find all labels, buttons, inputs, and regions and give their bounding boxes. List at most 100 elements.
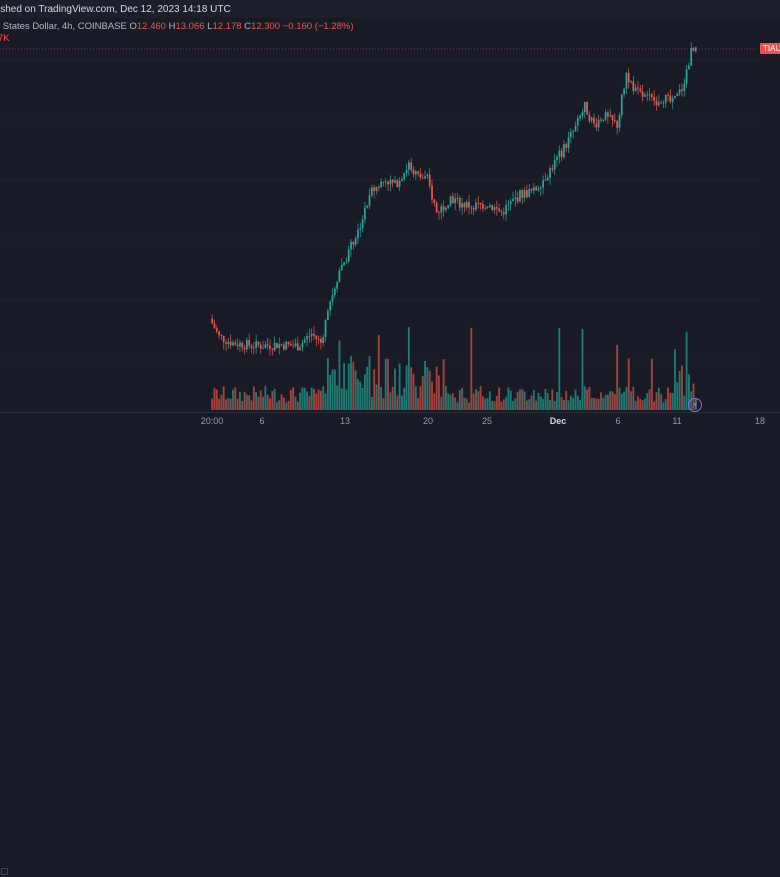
candle-body — [343, 262, 345, 266]
volume-bar — [331, 369, 334, 410]
volume-bar — [350, 355, 352, 410]
volume-bar — [407, 327, 410, 410]
volume-bar — [329, 374, 332, 410]
volume-bar — [681, 365, 683, 410]
candle-body — [442, 206, 445, 211]
volume-bar — [368, 355, 371, 410]
volume-bar — [444, 386, 447, 410]
candles — [211, 41, 697, 356]
candle-body — [567, 137, 570, 148]
candle-body — [662, 102, 665, 104]
volume-bar — [477, 391, 480, 410]
candle-body — [396, 180, 399, 188]
candle-body — [451, 196, 454, 204]
candle-body — [294, 343, 297, 347]
candle-body — [380, 181, 382, 188]
candle-body — [280, 344, 283, 345]
candle-body — [384, 181, 387, 183]
volume-bar — [632, 386, 635, 410]
volume-bar — [296, 401, 299, 410]
volume-bar — [475, 389, 477, 410]
volume-bar — [245, 394, 248, 410]
candle-body — [461, 203, 463, 208]
volume-bar — [338, 340, 341, 410]
candle-body — [648, 94, 651, 96]
candle-body — [428, 174, 431, 186]
candle-body — [593, 117, 595, 124]
volume-bar — [433, 393, 436, 410]
volume-bar — [347, 363, 350, 410]
volume-bar — [655, 392, 658, 410]
candle-body — [310, 333, 313, 337]
volume-bar — [482, 396, 484, 410]
symbol-legend: l States Dollar, 4h, COINBASE O12.460 H1… — [0, 21, 354, 32]
candle-body — [526, 190, 528, 198]
candle-body — [600, 119, 602, 121]
open-value: 12.460 — [136, 21, 166, 32]
volume-bar — [315, 393, 318, 410]
candle-body — [465, 201, 468, 208]
volume-bar — [590, 397, 593, 410]
candle-body — [391, 179, 394, 183]
volume-bar — [352, 361, 355, 410]
price-chart[interactable] — [0, 0, 780, 412]
candle-body — [292, 345, 295, 347]
candle-body — [620, 94, 623, 116]
candle-body — [220, 335, 223, 337]
volume-bars — [211, 327, 697, 410]
candle-body — [359, 228, 362, 230]
volume-bar — [565, 390, 568, 410]
candle-body — [352, 241, 355, 245]
candle-body — [667, 94, 669, 96]
lightning-icon[interactable]: ⚡ — [688, 398, 702, 412]
candle-body — [671, 98, 674, 102]
candle-body — [347, 249, 350, 262]
candle-body — [632, 81, 635, 92]
change-value: −0.160 (−1.28%) — [282, 21, 354, 32]
volume-bar — [405, 365, 408, 410]
candle-body — [463, 203, 466, 208]
candle-body — [213, 323, 216, 329]
candle-body — [317, 338, 320, 340]
candle-body — [468, 201, 470, 208]
volume-bar — [236, 398, 239, 410]
volume-bar — [398, 363, 401, 410]
candle-body — [458, 197, 461, 208]
candle-body — [537, 188, 540, 190]
volume-bar — [299, 392, 302, 410]
volume-bar — [606, 394, 609, 410]
volume-bar — [553, 401, 556, 410]
volume-bar — [391, 386, 394, 410]
volume-bar — [424, 360, 426, 410]
volume-bar — [271, 391, 274, 410]
volume-bar — [414, 386, 417, 410]
candle-body — [639, 88, 642, 92]
volume-bar — [558, 328, 561, 410]
candle-body — [340, 265, 343, 271]
volume-bar — [458, 390, 461, 410]
candle-body — [438, 212, 440, 214]
candle-body — [250, 345, 253, 348]
volume-bar — [285, 402, 288, 410]
candle-body — [590, 117, 593, 121]
candle-body — [588, 114, 591, 121]
volume-bar — [609, 390, 612, 410]
candle-body — [495, 207, 498, 209]
volume-bar — [373, 369, 376, 410]
candle-body — [435, 202, 438, 213]
candle-body — [491, 205, 494, 211]
candle-body — [285, 341, 288, 350]
candle-body — [625, 73, 628, 89]
candle-body — [264, 344, 267, 348]
candle-body — [364, 207, 366, 220]
volume-bar — [262, 396, 264, 410]
volume-bar — [451, 393, 454, 410]
volume-bar — [394, 368, 396, 410]
volume-bar — [215, 389, 218, 410]
volume-bar — [600, 392, 602, 410]
close-label: C — [244, 21, 252, 32]
volume-bar — [440, 396, 443, 410]
candle-body — [692, 47, 695, 52]
volume-bar — [576, 395, 579, 410]
volume-bar — [322, 386, 325, 410]
